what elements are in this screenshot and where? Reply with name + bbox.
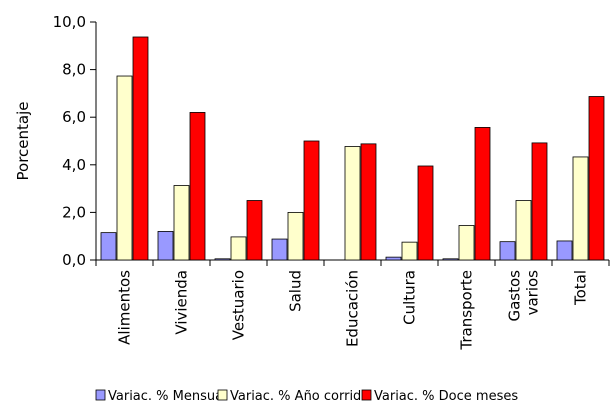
y-tick-label: 10,0	[53, 13, 86, 31]
y-tick-label: 2,0	[62, 203, 86, 221]
bar-variac-mensual-3	[271, 238, 288, 261]
category-labels: Alimentos Vivienda Vestuario Salud Educación…	[116, 270, 590, 351]
legend-swatch	[217, 389, 228, 401]
category-label: Transporte	[458, 270, 476, 351]
bar-variac-doce-meses-5	[417, 165, 434, 261]
bar-variac-doce-meses-2	[246, 200, 263, 261]
bar-variac-mensual-6	[442, 258, 459, 261]
bar-variac-a-o-corrido-3	[287, 211, 304, 261]
category-label: Alimentos	[116, 270, 134, 345]
legend: Variac. % Mensual Variac. % Año corrido Va…	[95, 389, 518, 404]
bar-variac-doce-meses-8	[588, 96, 605, 261]
bar-variac-doce-meses-6	[474, 127, 491, 261]
legend-label: Variac. % Doce meses	[374, 389, 518, 404]
category-label: varios	[524, 270, 542, 316]
bar-variac-doce-meses-0	[132, 36, 149, 261]
y-axis: 0,0 2,0 4,0 6,0 8,0 10,0	[53, 13, 97, 269]
category-label: Gastos	[506, 270, 524, 322]
legend-label: Variac. % Mensual	[108, 389, 227, 404]
bar-variac-mensual-7	[499, 241, 516, 261]
bar-variac-a-o-corrido-6	[458, 225, 475, 261]
category-label: Educación	[344, 270, 362, 347]
bar-variac-a-o-corrido-4	[344, 146, 361, 261]
bar-variac-doce-meses-1	[189, 112, 206, 261]
y-tick-label: 4,0	[62, 156, 86, 174]
bar-variac-a-o-corrido-8	[572, 156, 589, 261]
y-tick-label: 6,0	[62, 108, 86, 126]
bar-variac-a-o-corrido-5	[401, 241, 418, 261]
bar-variac-mensual-8	[556, 240, 573, 261]
bar-variac-doce-meses-3	[303, 140, 320, 261]
category-label: Vestuario	[230, 270, 248, 340]
bars	[100, 36, 605, 261]
y-axis-title: Porcentaje	[14, 102, 32, 181]
legend-swatch	[95, 389, 106, 401]
category-label: Salud	[287, 270, 305, 312]
bar-variac-mensual-5	[385, 256, 402, 261]
bar-variac-a-o-corrido-2	[230, 236, 247, 261]
category-label: Vivienda	[173, 270, 191, 335]
bar-variac-doce-meses-4	[360, 143, 377, 261]
legend-label: Variac. % Año corrido	[230, 389, 369, 404]
bar-variac-mensual-1	[157, 231, 174, 261]
bar-variac-a-o-corrido-7	[515, 200, 532, 261]
category-label: Total	[572, 270, 590, 306]
bar-variac-doce-meses-7	[531, 142, 548, 261]
y-tick-label: 0,0	[62, 251, 86, 269]
bar-variac-mensual-0	[100, 232, 117, 261]
x-axis	[95, 259, 610, 266]
legend-swatch	[361, 389, 372, 401]
bar-variac-a-o-corrido-1	[173, 185, 190, 261]
y-tick-label: 8,0	[62, 61, 86, 79]
bar-variac-mensual-2	[214, 258, 231, 261]
bar-variac-a-o-corrido-0	[116, 75, 133, 261]
category-label: Cultura	[401, 270, 419, 325]
